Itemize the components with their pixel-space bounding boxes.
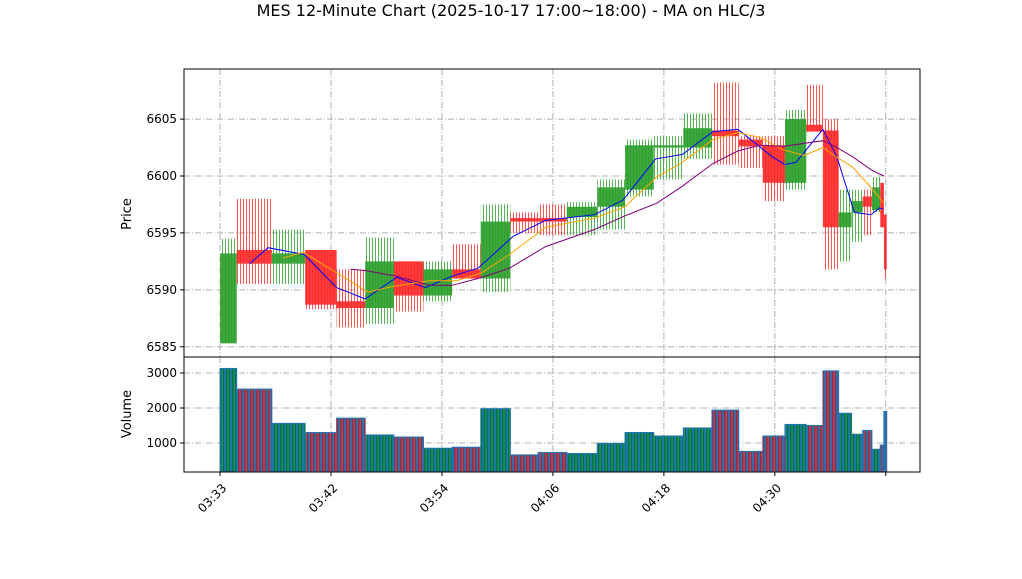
candle-body: [236, 249, 272, 264]
volume-bar: [271, 422, 306, 472]
volume-tick-label: 1000: [146, 436, 177, 450]
candle-body: [271, 253, 306, 264]
candle-body: [762, 145, 786, 183]
volume-bar: [682, 427, 713, 472]
candle-body: [806, 124, 823, 132]
volume-bar: [784, 423, 807, 472]
ma_mid-line: [282, 132, 885, 293]
ma_fast-line: [249, 128, 884, 300]
candle-body: [480, 221, 511, 279]
volume-bar: [738, 450, 764, 472]
candle-body: [822, 130, 839, 228]
volume-bar: [822, 370, 840, 472]
candle-body: [510, 218, 539, 222]
candle-body: [871, 187, 881, 211]
x-tick-label: 04:06: [528, 481, 562, 515]
candle-body: [883, 214, 887, 270]
price-tick-label: 6595: [146, 226, 177, 240]
volume-bar: [422, 447, 453, 472]
volume-bar: [304, 431, 338, 472]
volume-bar: [871, 448, 881, 472]
volume-bar: [762, 435, 786, 472]
candle-body: [838, 212, 852, 228]
volume-bar: [596, 442, 626, 472]
price-tick-label: 6590: [146, 283, 177, 297]
x-tick-label: 03:42: [306, 481, 340, 515]
candle-body: [683, 128, 712, 148]
candle-body: [452, 269, 481, 279]
candle-body: [566, 206, 598, 217]
x-tick-label: 03:54: [417, 481, 451, 515]
candle-body: [220, 253, 237, 344]
volume-tick-label: 2000: [146, 401, 177, 415]
volume-bar: [566, 452, 598, 472]
candle-body: [880, 182, 884, 228]
volume-bar: [336, 417, 366, 472]
candle-wick: [336, 269, 366, 328]
candle-body: [365, 261, 394, 309]
candle-body: [711, 130, 739, 137]
x-tick-label: 03:33: [195, 481, 229, 515]
volume-bar: [851, 433, 864, 472]
candle-wick: [711, 82, 739, 165]
price-tick-label: 6600: [146, 169, 177, 183]
ma_slow-line: [350, 140, 885, 286]
volume-bar: [451, 446, 482, 472]
price-tick-label: 6605: [146, 112, 177, 126]
candle-body: [305, 249, 337, 305]
chart-title: MES 12-Minute Chart (2025-10-17 17:00~18…: [257, 1, 766, 20]
candle-wick: [862, 189, 872, 236]
candle-body: [862, 196, 872, 207]
x-tick-label: 04:18: [639, 481, 673, 515]
volume-bar: [393, 436, 424, 472]
x-tick-label: 04:30: [750, 481, 784, 515]
volume-tick-label: 3000: [146, 366, 177, 380]
volume-bar: [883, 410, 888, 472]
candle-wick: [653, 136, 684, 180]
volume-bar: [838, 412, 853, 472]
volume-bar: [219, 367, 238, 472]
candle-body: [785, 119, 807, 183]
volume-bar: [711, 409, 740, 472]
candle-body: [336, 301, 366, 309]
volume-bar: [236, 388, 273, 472]
volume-bar: [862, 429, 873, 472]
volume-axis-label: Volume: [120, 390, 135, 438]
candle-body: [393, 261, 424, 296]
candle-body: [597, 187, 626, 207]
candle-wick: [236, 198, 272, 285]
candle-wick: [510, 212, 539, 233]
candle-body: [851, 201, 863, 213]
volume-bar: [653, 435, 684, 472]
price-axis-label: Price: [120, 198, 135, 230]
volume-bar: [364, 434, 395, 472]
volume-bar: [624, 431, 655, 472]
volume-panel-frame: [183, 356, 921, 473]
candle-body: [653, 145, 684, 148]
candle-wick: [851, 189, 863, 243]
price-tick-label: 6585: [146, 340, 177, 354]
candle-body: [738, 139, 763, 147]
volume-bar: [480, 408, 511, 472]
candle-wick: [806, 84, 823, 132]
volume-bar: [805, 424, 824, 472]
volume-bar: [509, 454, 539, 472]
